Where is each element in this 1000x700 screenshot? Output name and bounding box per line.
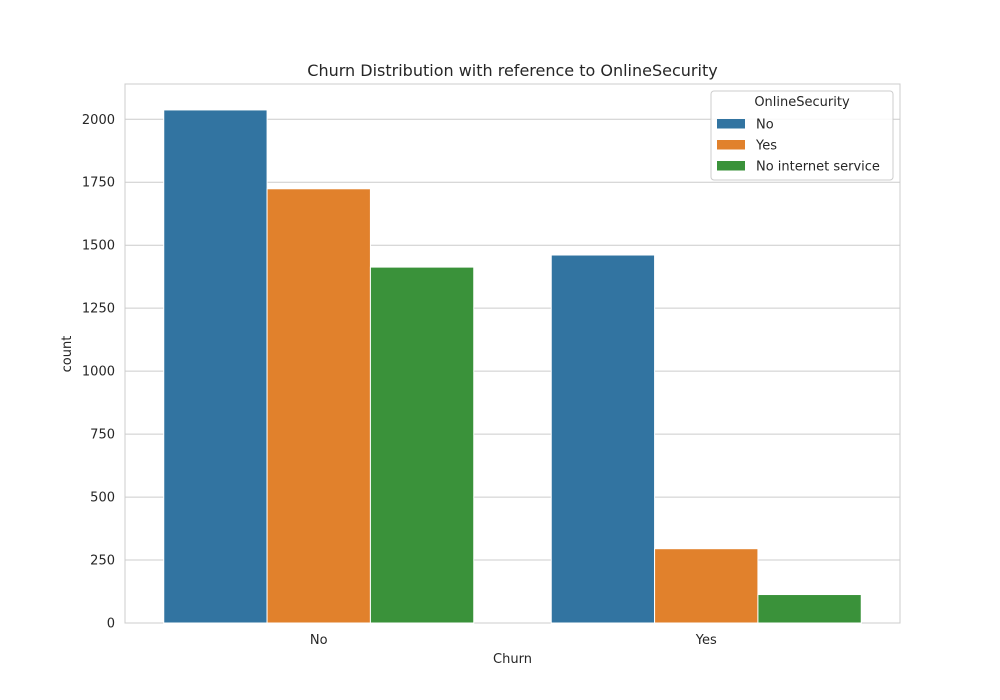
x-tick-labels: No Yes xyxy=(310,633,717,648)
y-tick-labels: 0 250 500 750 1000 1250 1500 1750 2000 xyxy=(82,113,115,632)
legend-label-2: No internet service xyxy=(756,160,880,175)
legend-label-1: Yes xyxy=(755,139,777,154)
bar-churn-no-security-no xyxy=(163,109,268,624)
legend-label-0: No xyxy=(756,118,774,133)
legend-items: No Yes No internet service xyxy=(717,118,880,175)
y-tick-label-6: 1500 xyxy=(82,239,115,254)
y-tick-label-4: 1000 xyxy=(82,365,115,380)
x-axis-label: Churn xyxy=(493,652,532,667)
bar-churn-yes-security-no xyxy=(550,254,656,624)
y-tick-label-3: 750 xyxy=(90,428,115,443)
legend-swatch-0 xyxy=(717,119,745,129)
bar-churn-no-security-yes xyxy=(266,188,371,624)
legend-swatch-2 xyxy=(717,161,745,171)
bar-churn-no-security-no-internet-service xyxy=(369,266,475,624)
y-tick-label-1: 250 xyxy=(90,554,115,569)
y-axis-label: count xyxy=(60,336,75,373)
y-tick-label-2: 500 xyxy=(90,491,115,506)
y-tick-label-7: 1750 xyxy=(82,176,115,191)
bar-churn-yes-security-yes xyxy=(654,548,759,624)
x-tick-label-0: No xyxy=(310,633,328,648)
legend: OnlineSecurity No Yes No internet service xyxy=(710,90,894,181)
y-tick-label-0: 0 xyxy=(107,617,115,632)
legend-swatch-1 xyxy=(717,140,745,150)
bars xyxy=(163,109,862,624)
y-tick-label-8: 2000 xyxy=(82,113,115,128)
legend-title: OnlineSecurity xyxy=(754,95,850,110)
legend-box xyxy=(710,90,894,181)
y-tick-label-5: 1250 xyxy=(82,302,115,317)
plot-frame xyxy=(124,83,901,624)
chart-title: Churn Distribution with reference to Onl… xyxy=(307,61,717,80)
x-tick-label-1: Yes xyxy=(695,633,717,648)
bar-churn-yes-security-no-internet-service xyxy=(757,594,862,624)
